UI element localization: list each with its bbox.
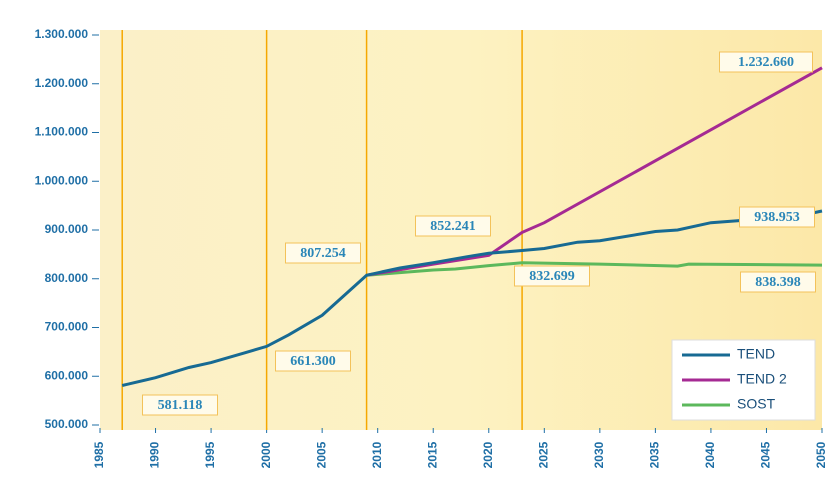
legend-label: TEND bbox=[737, 346, 775, 362]
y-tick-label: 600.000 bbox=[45, 368, 89, 382]
x-tick-label: 1995 bbox=[203, 441, 217, 468]
y-tick-label: 900.000 bbox=[45, 222, 89, 236]
y-tick-label: 500.000 bbox=[45, 417, 89, 431]
x-tick-label: 2015 bbox=[425, 441, 439, 468]
x-tick-label: 1990 bbox=[148, 441, 162, 468]
annotation-box bbox=[740, 271, 816, 293]
annotation-box bbox=[739, 206, 815, 228]
x-tick-label: 2000 bbox=[259, 441, 273, 468]
y-tick-label: 1.300.000 bbox=[35, 27, 89, 41]
x-tick-label: 2010 bbox=[370, 441, 384, 468]
annotation-label: 838.398 bbox=[755, 275, 801, 290]
annotation-label: 1.232.660 bbox=[738, 55, 794, 70]
y-tick-label: 1.100.000 bbox=[35, 125, 89, 139]
annotation-label: 852.241 bbox=[430, 219, 476, 234]
annotation-box bbox=[415, 215, 491, 237]
annotation-box bbox=[719, 51, 813, 73]
x-tick-label: 2005 bbox=[314, 441, 328, 468]
legend-label: TEND 2 bbox=[737, 371, 787, 387]
annotation-box bbox=[142, 394, 218, 416]
x-tick-label: 2035 bbox=[648, 441, 662, 468]
annotation-box bbox=[514, 265, 590, 287]
annotation-label: 581.118 bbox=[158, 398, 203, 413]
y-tick-label: 1.200.000 bbox=[35, 76, 89, 90]
y-tick-label: 800.000 bbox=[45, 271, 89, 285]
x-tick-label: 2040 bbox=[703, 441, 717, 468]
x-tick-label: 2050 bbox=[814, 441, 828, 468]
annotation-box bbox=[285, 242, 361, 264]
legend-label: SOST bbox=[737, 396, 776, 412]
x-tick-label: 2025 bbox=[536, 441, 550, 468]
series-line bbox=[366, 261, 823, 277]
annotation-box bbox=[275, 350, 351, 372]
x-tick-label: 1985 bbox=[92, 441, 106, 468]
annotation-label: 807.254 bbox=[300, 246, 346, 261]
x-tick-label: 2030 bbox=[592, 441, 606, 468]
annotation-label: 832.699 bbox=[529, 269, 575, 284]
y-tick-label: 1.000.000 bbox=[35, 173, 89, 187]
y-tick-label: 700.000 bbox=[45, 320, 89, 334]
annotation-label: 661.300 bbox=[290, 354, 336, 369]
annotation-label: 938.953 bbox=[754, 210, 800, 225]
x-tick-label: 2020 bbox=[481, 441, 495, 468]
x-tick-label: 2045 bbox=[759, 441, 773, 468]
